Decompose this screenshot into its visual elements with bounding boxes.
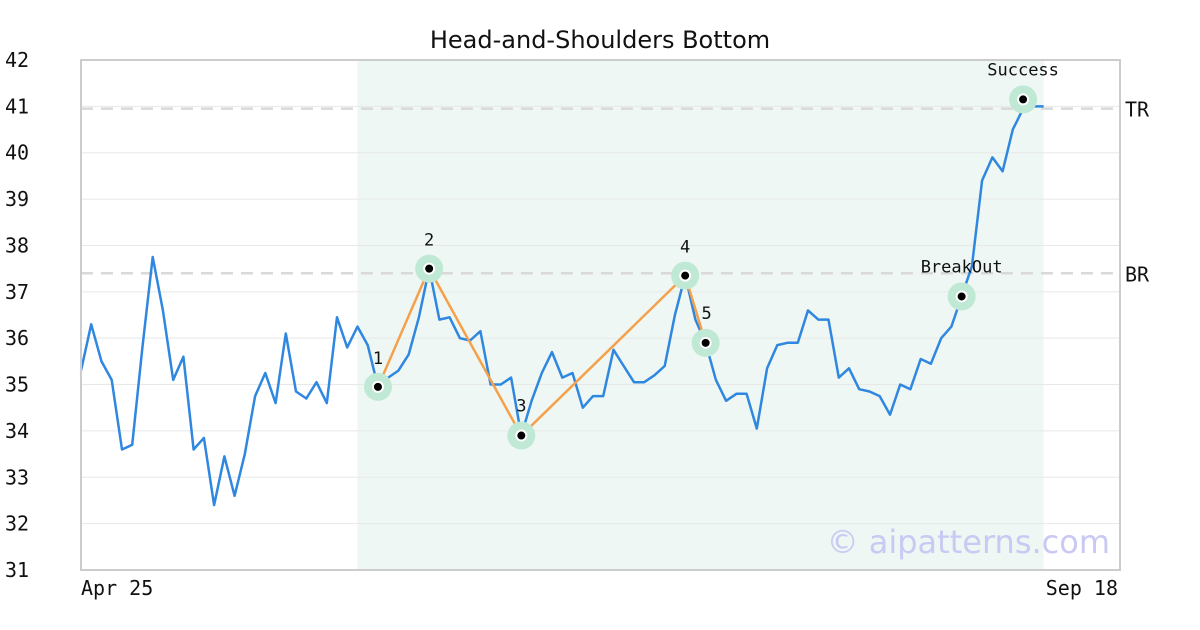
level-label-tr: TR (1125, 98, 1150, 122)
y-tick-label: 36 (5, 326, 29, 350)
pattern-point-4-dot (679, 269, 692, 282)
plot-frame (80, 59, 1121, 571)
watermark: © aipatterns.com (827, 523, 1110, 561)
pattern-point-label: 2 (424, 231, 434, 251)
y-tick-label: 38 (5, 233, 29, 257)
y-tick-label: 42 (5, 48, 29, 72)
pattern-point-label: 4 (680, 238, 690, 258)
breakout-marker-dot (955, 290, 968, 303)
pattern-point-label: 1 (373, 349, 383, 369)
success-marker-dot (1017, 93, 1030, 106)
pattern-point-label: 3 (516, 397, 526, 417)
y-tick-labels: 31 32 33 34 35 36 37 38 39 40 41 42 (5, 48, 29, 582)
y-tick-label: 35 (5, 373, 29, 397)
y-tick-label: 37 (5, 280, 29, 304)
pattern-point-3-dot (515, 429, 528, 442)
pattern-point-2-dot (423, 262, 436, 275)
breakout-label: BreakOut (921, 257, 1003, 277)
chart-title: Head-and-Shoulders Bottom (430, 26, 770, 54)
success-label: Success (987, 60, 1059, 80)
pattern-segment (520, 274, 687, 437)
level-label-br: BR (1125, 262, 1150, 286)
pattern-point-label: 5 (702, 304, 712, 324)
pattern-segment (376, 268, 431, 388)
pattern-region (357, 60, 1044, 570)
y-tick-label: 33 (5, 465, 29, 489)
price-line (79, 105, 1044, 507)
gridlines (81, 59, 1120, 571)
pattern-markers: 1 2 3 4 5 BreakOut Success (363, 60, 1059, 450)
y-tick-label: 40 (5, 141, 29, 165)
pattern-point-1-dot (371, 380, 384, 393)
y-tick-label: 41 (5, 94, 29, 118)
y-tick-label: 39 (5, 187, 29, 211)
x-tick-start: Apr 25 (81, 576, 153, 600)
y-tick-label: 31 (5, 558, 29, 582)
pattern-point-5-dot (699, 336, 712, 349)
y-tick-label: 32 (5, 512, 29, 536)
pattern-segment (428, 268, 523, 437)
y-tick-label: 34 (5, 419, 29, 443)
x-tick-end: Sep 18 (1046, 576, 1118, 600)
level-lines: TR BR (81, 98, 1150, 286)
